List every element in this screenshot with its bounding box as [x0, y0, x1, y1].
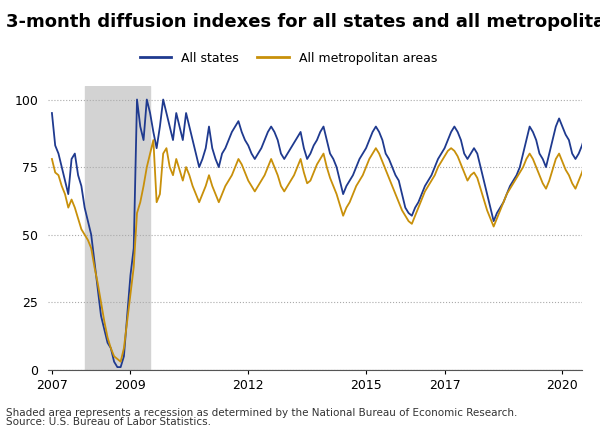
All states [58, 165, 65, 170]
Line: All states: All states [52, 99, 600, 370]
Text: Shaded area represents a recession as determined by the National Bureau of Econo: Shaded area represents a recession as de… [6, 408, 517, 418]
All states [117, 365, 124, 370]
All metropolitan areas [274, 172, 281, 178]
All states [572, 157, 579, 162]
All metropolitan areas [117, 359, 124, 364]
All metropolitan areas [49, 157, 56, 162]
Line: All metropolitan areas: All metropolitan areas [52, 140, 600, 367]
All metropolitan areas [150, 138, 157, 143]
All metropolitan areas [173, 157, 180, 162]
All metropolitan areas [572, 186, 579, 191]
All states [49, 111, 56, 116]
Legend: All states, All metropolitan areas: All states, All metropolitan areas [134, 47, 442, 70]
All states [173, 111, 180, 116]
Text: 3-month diffusion indexes for all states and all metropolitan areas: 3-month diffusion indexes for all states… [6, 13, 600, 31]
Bar [85, 86, 150, 370]
All states [274, 138, 281, 143]
Text: Source: U.S. Bureau of Labor Statistics.: Source: U.S. Bureau of Labor Statistics. [6, 417, 211, 427]
All metropolitan areas [58, 184, 65, 189]
All states [133, 97, 140, 102]
